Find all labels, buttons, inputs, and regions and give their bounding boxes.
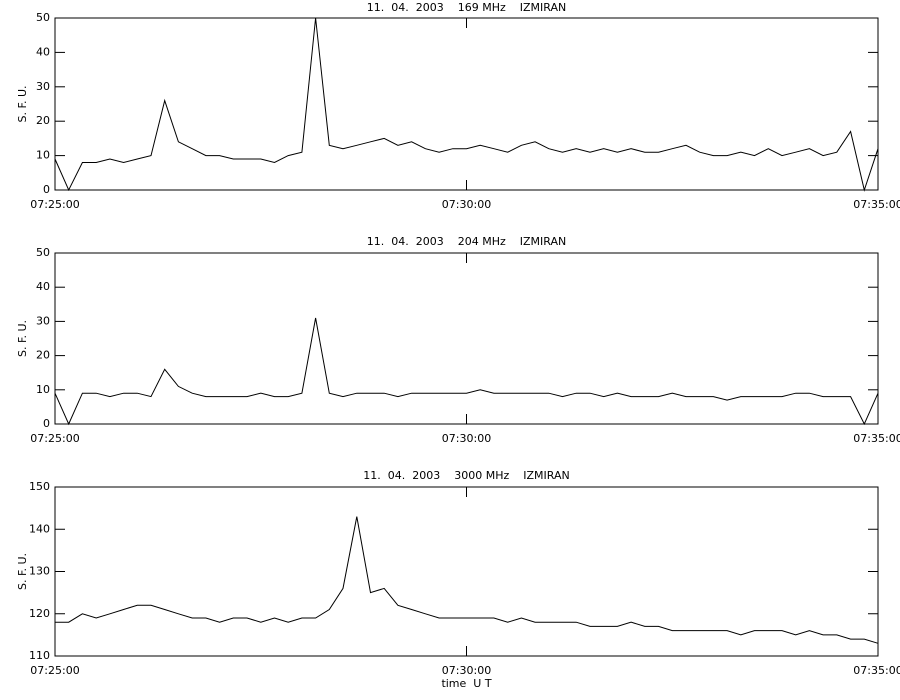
x-tick-label: 07:25:00 — [30, 198, 79, 211]
y-tick-label: 50 — [36, 11, 50, 24]
x-tick-label: 07:35:00 — [853, 664, 900, 677]
y-tick-label: 110 — [29, 649, 50, 662]
y-tick-label: 30 — [36, 314, 50, 327]
y-tick-label: 10 — [36, 149, 50, 162]
data-line — [54, 317, 879, 426]
plot-frame — [54, 252, 879, 425]
y-tick-label: 140 — [29, 522, 50, 535]
data-line — [54, 17, 879, 192]
y-tick-label: 20 — [36, 114, 50, 127]
y-axis-label: S. F. U. — [16, 553, 29, 590]
y-tick-label: 40 — [36, 280, 50, 293]
x-tick-label: 07:35:00 — [853, 432, 900, 445]
y-tick-label: 150 — [29, 480, 50, 493]
plot-frame — [54, 17, 879, 191]
y-axis-label: S. F. U. — [16, 320, 29, 357]
y-axis-label: S. F. U. — [16, 85, 29, 122]
chart-title: 11. 04. 2003 3000 MHz IZMIRAN — [363, 469, 569, 482]
y-tick-label: 0 — [43, 183, 50, 196]
x-tick-label: 07:30:00 — [442, 664, 491, 677]
data-line — [55, 516, 879, 644]
y-tick-label: 120 — [29, 607, 50, 620]
y-tick-label: 30 — [36, 80, 50, 93]
y-tick-label: 10 — [36, 383, 50, 396]
x-tick-label: 07:35:00 — [853, 198, 900, 211]
x-tick-label: 07:30:00 — [442, 432, 491, 445]
x-tick-label: 07:25:00 — [30, 664, 79, 677]
chart-title: 11. 04. 2003 169 MHz IZMIRAN — [367, 1, 566, 14]
y-tick-label: 0 — [43, 417, 50, 430]
chart-title: 11. 04. 2003 204 MHz IZMIRAN — [367, 235, 566, 248]
x-tick-label: 07:25:00 — [30, 432, 79, 445]
y-tick-label: 130 — [29, 565, 50, 578]
x-tick-label: 07:30:00 — [442, 198, 491, 211]
x-axis-label: time U T — [441, 677, 491, 690]
y-tick-label: 50 — [36, 246, 50, 259]
y-tick-label: 40 — [36, 45, 50, 58]
y-tick-label: 20 — [36, 349, 50, 362]
